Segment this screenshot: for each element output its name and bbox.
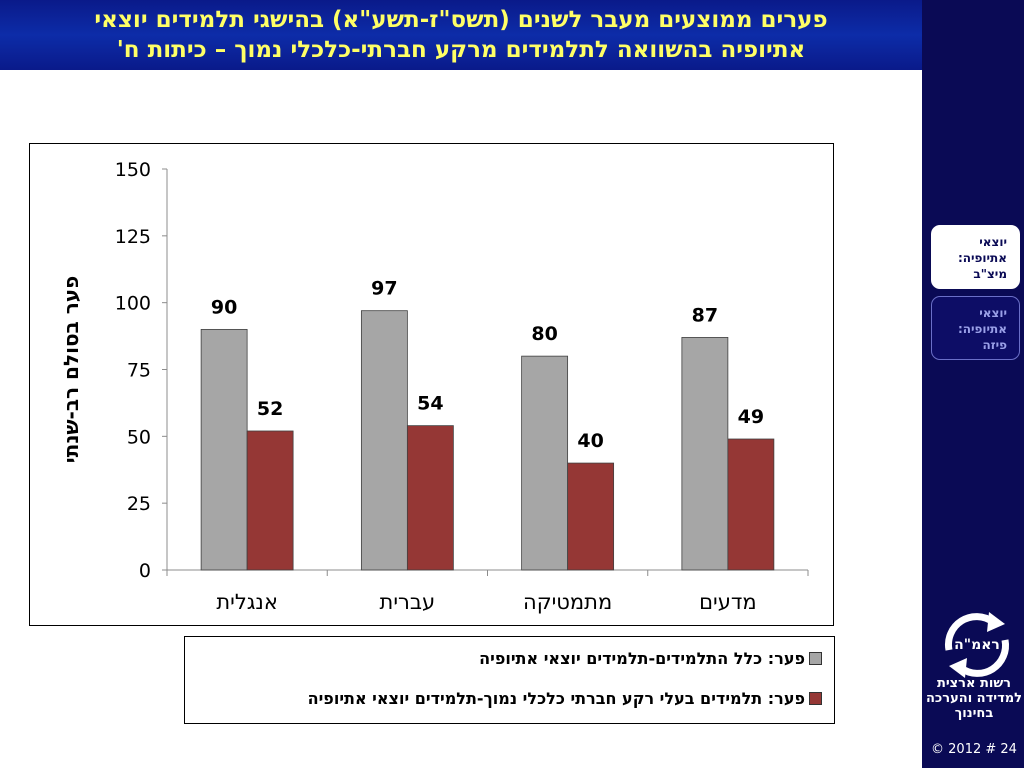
nav-button-pisa-label: יוצאי אתיופיה: פיזה <box>957 306 1007 352</box>
y-tick-label: 50 <box>127 426 151 448</box>
bar-data-label: 54 <box>417 393 443 415</box>
bar-data-label: 52 <box>257 398 283 420</box>
bar-data-label: 40 <box>577 430 603 452</box>
chart-legend: פער: כלל התלמידים-תלמידים יוצאי אתיופיה … <box>184 636 835 724</box>
legend-entry-low-ses: פער: תלמידים בעלי רקע חברתי כלכלי נמוך-ת… <box>308 689 822 708</box>
bar-series-2 <box>727 438 775 571</box>
y-tick-label: 75 <box>127 360 151 382</box>
copyright-slide-number: © 2012 # 24 <box>931 742 1017 757</box>
nav-button-meitzav-label: יוצאי אתיופיה: מיצ"ב <box>957 235 1007 281</box>
bar-data-label: 97 <box>371 278 397 300</box>
x-category-label: אנגלית <box>216 590 278 614</box>
rama-logo-icon: ראמ"ה <box>945 612 1009 678</box>
legend-entry-all-students: פער: כלל התלמידים-תלמידים יוצאי אתיופיה <box>479 649 822 668</box>
y-tick-label: 150 <box>115 159 151 181</box>
y-tick-label: 25 <box>127 493 151 515</box>
y-axis-title: פער בסולם רב-שנתי <box>59 276 83 463</box>
y-tick-label: 100 <box>115 293 151 315</box>
nav-button-pisa[interactable]: יוצאי אתיופיה: פיזה <box>931 296 1020 360</box>
nav-button-meitzav[interactable]: יוצאי אתיופיה: מיצ"ב <box>931 225 1020 289</box>
legend-swatch-gray <box>809 652 822 665</box>
bar-chart-frame: 0 25 50 75 100 125 150 אנגלית 90 52 עברית 97 54 מתמטי… <box>29 143 834 626</box>
bar-data-label: 49 <box>738 406 764 428</box>
y-tick-label: 125 <box>115 226 151 248</box>
bar-series-1 <box>521 355 569 571</box>
bar-data-label: 80 <box>531 323 557 345</box>
bar-series-1 <box>681 337 729 571</box>
slide-title-line1: פערים ממוצעים מעבר לשנים (תשס"ז-תשע"א) ב… <box>94 7 828 33</box>
slide-title-line2: אתיופיה בהשוואה לתלמידים מרקע חברתי-כלכל… <box>116 37 806 63</box>
x-category-label: מדעים <box>699 590 757 614</box>
x-category-label: מתמטיקה <box>523 590 612 614</box>
bar-series-1 <box>360 310 408 571</box>
bar-series-1 <box>200 328 248 571</box>
bar-chart: 0 25 50 75 100 125 150 אנגלית 90 52 עברית 97 54 מתמטי… <box>59 159 809 614</box>
bar-series-2 <box>246 430 294 571</box>
rama-logo: ראמ"ה <box>935 610 1019 680</box>
bar-series-2 <box>406 425 454 571</box>
logo-text: ראמ"ה <box>954 637 1000 653</box>
organization-name: רשות ארצית למדידה והערכה בחינוך <box>925 676 1022 721</box>
legend-swatch-red <box>809 692 822 705</box>
legend-label-low-ses: פער: תלמידים בעלי רקע חברתי כלכלי נמוך-ת… <box>307 689 805 708</box>
bar-series-2 <box>567 462 615 571</box>
x-category-label: עברית <box>380 590 436 614</box>
bar-data-label: 90 <box>211 296 237 318</box>
legend-label-all-students: פער: כלל התלמידים-תלמידים יוצאי אתיופיה <box>479 649 805 668</box>
y-tick-label: 0 <box>139 560 151 582</box>
slide-title: פערים ממוצעים מעבר לשנים (תשס"ז-תשע"א) ב… <box>0 0 922 70</box>
bar-data-label: 87 <box>692 304 718 326</box>
